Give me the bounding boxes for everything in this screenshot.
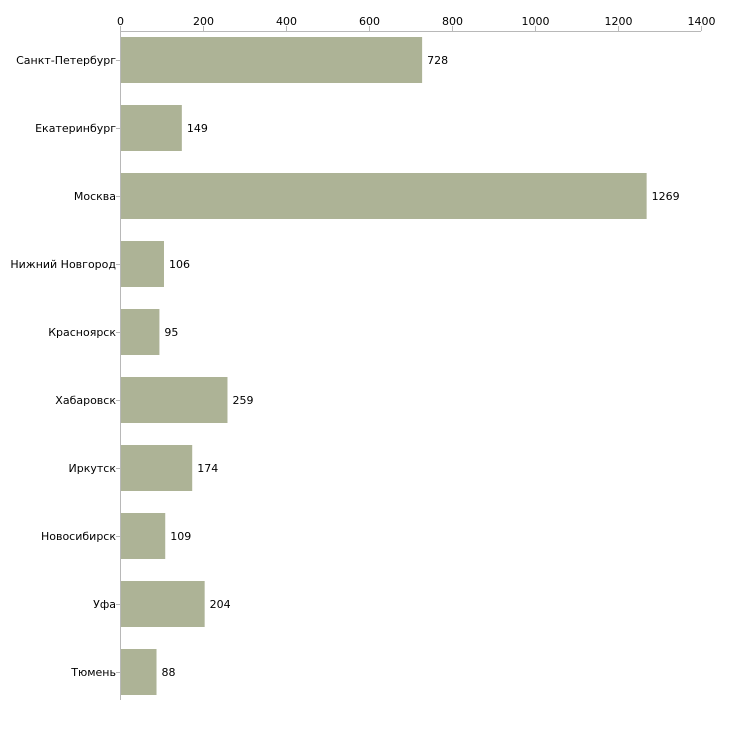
- bar: [121, 377, 228, 423]
- value-label: 106: [169, 258, 190, 271]
- category-label: Уфа: [93, 598, 116, 611]
- x-tick-label: 400: [276, 15, 297, 28]
- category-label: Тюмень: [70, 666, 116, 679]
- value-label: 95: [164, 326, 178, 339]
- bars: 728 149 1269 106 95 259 174 109 204 88: [121, 37, 680, 695]
- value-label: 109: [170, 530, 191, 543]
- bar: [121, 241, 164, 287]
- x-axis: 0 200 400 600 800 1000 1200 1400: [117, 15, 716, 32]
- value-label: 174: [197, 462, 218, 475]
- bar: [121, 445, 193, 491]
- x-tick-label: 1400: [688, 15, 716, 28]
- value-label: 259: [232, 394, 253, 407]
- value-label: 149: [187, 122, 208, 135]
- category-label: Новосибирск: [41, 530, 116, 543]
- category-label: Красноярск: [48, 326, 116, 339]
- x-tick-label: 800: [442, 15, 463, 28]
- x-tick-label: 1000: [522, 15, 550, 28]
- bar: [121, 649, 157, 695]
- value-label: 88: [162, 666, 176, 679]
- category-label: Екатеринбург: [35, 122, 116, 135]
- x-tick-label: 1200: [605, 15, 633, 28]
- x-tick-label: 200: [193, 15, 214, 28]
- value-label: 728: [427, 54, 448, 67]
- bar: [121, 37, 423, 83]
- bar: [121, 309, 160, 355]
- bar: [121, 513, 166, 559]
- bar: [121, 173, 647, 219]
- category-label: Нижний Новгород: [10, 258, 116, 271]
- category-label: Санкт-Петербург: [16, 54, 116, 67]
- category-label: Иркутск: [69, 462, 117, 475]
- bar: [121, 581, 205, 627]
- x-tick-label: 600: [359, 15, 380, 28]
- category-label: Хабаровск: [55, 394, 116, 407]
- category-label: Москва: [74, 190, 116, 203]
- x-tick-label: 0: [117, 15, 124, 28]
- value-label: 204: [210, 598, 231, 611]
- bar: [121, 105, 182, 151]
- y-axis: Санкт-Петербург Екатеринбург Москва Нижний …: [10, 31, 121, 700]
- value-label: 1269: [652, 190, 680, 203]
